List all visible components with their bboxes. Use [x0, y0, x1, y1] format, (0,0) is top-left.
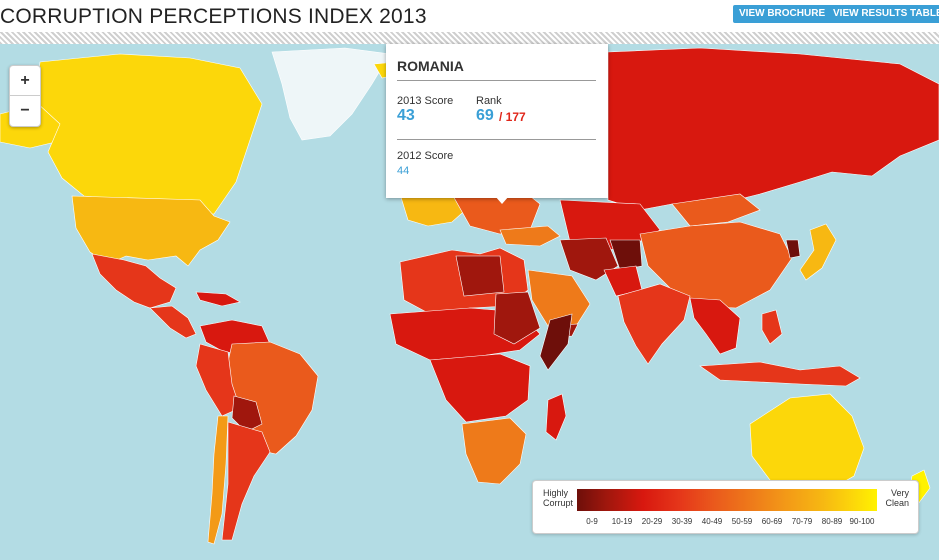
- legend-tick-label: 30-39: [671, 517, 693, 526]
- region-mexico: [91, 253, 177, 309]
- popup-divider: [397, 139, 596, 140]
- rank-label: Rank: [476, 95, 502, 107]
- legend-tick-marker: [769, 511, 775, 515]
- header: CORRUPTION PERCEPTIONS INDEX 2013 VIEW B…: [0, 0, 939, 32]
- legend-tick-label: 70-79: [791, 517, 813, 526]
- legend-tick-marker: [679, 511, 685, 515]
- legend-low-label: Highly Corrupt: [543, 488, 573, 508]
- region-central-america: [149, 305, 197, 339]
- region-caribbean: [195, 291, 241, 307]
- region-indonesia: [699, 361, 861, 387]
- zoom-out-button[interactable]: −: [10, 95, 40, 125]
- legend: Highly Corrupt Very Clean 0-9 10-19 20-29 3…: [532, 480, 919, 534]
- region-southeast-asia: [689, 297, 741, 355]
- legend-color-scale: [577, 489, 877, 511]
- country-popup: ROMANIA 2013 Score 43 Rank 69 / 177 2012…: [386, 44, 608, 198]
- region-greenland: [271, 47, 391, 141]
- score-2012-value: 44: [397, 165, 410, 177]
- legend-tick-label: 90-100: [849, 517, 875, 526]
- region-afghanistan: [609, 239, 643, 271]
- region-russia: [607, 47, 939, 211]
- region-india: [617, 283, 691, 365]
- region-turkey: [499, 225, 561, 247]
- legend-tick-label: 50-59: [731, 517, 753, 526]
- score-2013-value: 43: [397, 107, 415, 124]
- legend-low-line2: Corrupt: [543, 498, 574, 508]
- region-sudan: [493, 291, 541, 345]
- region-mongolia: [671, 193, 761, 227]
- region-japan: [799, 223, 837, 281]
- popup-divider: [397, 80, 596, 81]
- legend-tick-marker: [619, 511, 625, 515]
- region-china: [639, 221, 793, 309]
- region-north-korea: [785, 239, 801, 259]
- region-chile: [207, 415, 229, 545]
- region-libya: [455, 255, 505, 297]
- legend-high-line2: Clean: [885, 498, 909, 508]
- legend-tick-marker: [739, 511, 745, 515]
- legend-tick-marker: [649, 511, 655, 515]
- zoom-in-button[interactable]: +: [20, 72, 30, 89]
- legend-ticks: 0-9 10-19 20-29 30-39 40-49 50-59 60-69 70-79 80…: [577, 511, 877, 529]
- legend-tick-marker: [859, 511, 865, 515]
- region-canada: [35, 53, 263, 215]
- legend-tick-label: 60-69: [761, 517, 783, 526]
- region-southern-africa: [461, 417, 527, 485]
- score-2013-label: 2013 Score: [397, 95, 454, 107]
- popup-country-name: ROMANIA: [397, 58, 464, 74]
- legend-high-label: Very Clean: [885, 488, 909, 508]
- legend-tick-marker: [589, 511, 595, 515]
- legend-tick-marker: [709, 511, 715, 515]
- legend-tick-label: 40-49: [701, 517, 723, 526]
- legend-tick-label: 10-19: [611, 517, 633, 526]
- region-madagascar: [545, 393, 567, 441]
- rank-total: / 177: [499, 110, 526, 124]
- legend-tick-label: 0-9: [586, 517, 598, 526]
- score-2012-label: 2012 Score: [397, 150, 454, 162]
- world-map-canvas[interactable]: [0, 44, 939, 560]
- region-argentina: [221, 421, 271, 541]
- legend-tick-marker: [799, 511, 805, 515]
- popup-pointer: [495, 196, 509, 204]
- region-australia: [749, 393, 865, 493]
- region-philippines: [761, 309, 783, 345]
- view-results-table-button[interactable]: VIEW RESULTS TABLE: [827, 5, 939, 23]
- zoom-control: + −: [9, 65, 41, 127]
- page-title: CORRUPTION PERCEPTIONS INDEX 2013: [0, 5, 427, 28]
- rank-value: 69: [476, 107, 494, 124]
- region-bolivia: [231, 395, 263, 433]
- region-somalia: [539, 313, 573, 371]
- region-central-africa: [429, 353, 531, 423]
- region-peru: [195, 343, 241, 417]
- header-divider: [0, 32, 939, 44]
- legend-tick-marker: [829, 511, 835, 515]
- legend-low-line1: Highly: [543, 488, 569, 498]
- view-brochure-button[interactable]: VIEW BROCHURE: [733, 5, 832, 23]
- legend-tick-label: 20-29: [641, 517, 663, 526]
- legend-tick-label: 80-89: [821, 517, 843, 526]
- legend-high-line1: Very: [890, 488, 909, 498]
